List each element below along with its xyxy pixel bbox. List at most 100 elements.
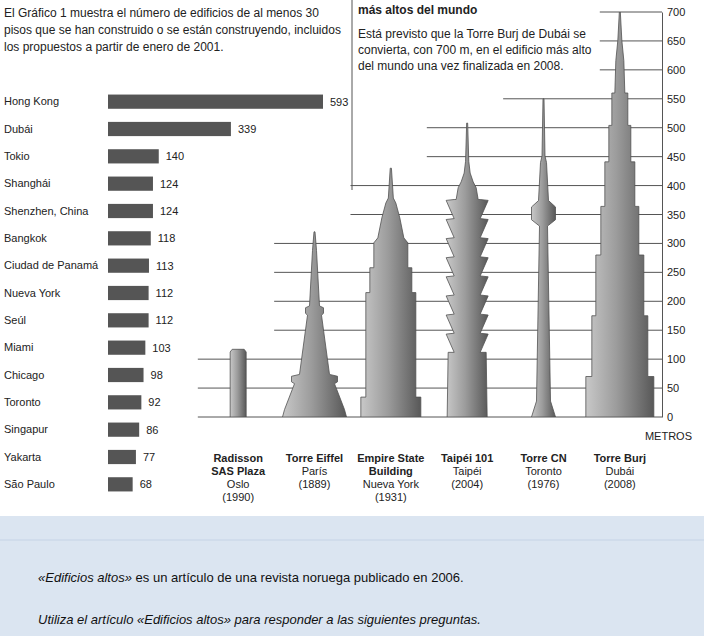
tick-label: 350: [667, 209, 685, 221]
category-year: (2008): [604, 478, 636, 490]
text-line: Taipéi 101: [441, 452, 493, 464]
bar: [108, 368, 144, 382]
tick-label: Yakarta: [4, 451, 42, 463]
buildings: [230, 12, 654, 417]
grid-line: [600, 69, 662, 70]
tick: 50: [662, 382, 679, 394]
category-label: Taipéi 101: [441, 452, 493, 464]
chart-subtitle: Está previsto que la Torre Burj de Dubái…: [358, 27, 592, 73]
chart-title: El Gráfico 1 muestra el número de edific…: [4, 6, 341, 54]
tick-label: Nueva York: [4, 287, 61, 299]
building: [283, 232, 347, 417]
tick: Chicago: [4, 369, 44, 381]
tick-label: Singapur: [4, 423, 48, 435]
tick: Dubái: [4, 123, 33, 135]
tick-label: 250: [667, 266, 685, 278]
data-label: 68: [140, 478, 152, 490]
data-labels: 5933391401241241181131121121039892867768: [140, 96, 349, 491]
grid-line: [503, 98, 662, 99]
tick: Shanghái: [4, 177, 51, 189]
tick-label: 600: [667, 64, 685, 76]
tick-label: 200: [667, 295, 685, 307]
text-line: Está previsto que la Torre Burj de Dubái…: [358, 27, 586, 41]
category-city: París: [302, 465, 328, 477]
text-line: Radisson: [213, 452, 263, 464]
tick-label: 400: [667, 180, 685, 192]
tick-label: 150: [667, 324, 685, 336]
tick-label: 700: [667, 6, 685, 18]
data-label: 124: [160, 205, 178, 217]
category-year: (1976): [528, 478, 560, 490]
bar: [108, 286, 149, 300]
tick-label: 650: [667, 35, 685, 47]
category-label: Torre Burj: [594, 452, 646, 464]
tick: 600: [662, 64, 685, 76]
text-line: Empire State: [357, 452, 424, 464]
category-year: (1990): [222, 491, 254, 503]
bar: [108, 395, 141, 409]
data-label: 593: [330, 96, 348, 108]
bar: [108, 259, 149, 273]
separator: [352, 0, 353, 190]
tick-label: 450: [667, 151, 685, 163]
text-line: SAS Plaza: [211, 465, 266, 477]
text-line: convierta, con 700 m, en el edificio más…: [358, 43, 592, 57]
text-line: Torre Burj: [594, 452, 646, 464]
tick: 650: [662, 35, 685, 47]
building: [586, 12, 654, 417]
data-label: 112: [156, 287, 174, 299]
building: [230, 349, 246, 417]
data-label: 113: [156, 260, 174, 272]
text-line: los propuestos a partir de enero de 2001…: [4, 40, 223, 54]
tick: Nueva York: [4, 287, 61, 299]
tick: Tokio: [4, 150, 30, 162]
text-line: del mundo una vez finalizada en 2008.: [358, 59, 563, 73]
footer-text-part: es un artículo de una revista noruega pu…: [132, 570, 464, 585]
tick: Ciudad de Panamá: [4, 259, 99, 271]
data-label: 140: [166, 150, 184, 162]
building: [361, 168, 421, 417]
tick-label: Toronto: [4, 396, 41, 408]
text-line: Building: [369, 465, 413, 477]
chart-title: más altos del mundo: [358, 3, 477, 17]
tick-label: Dubái: [4, 123, 33, 135]
data-label: 77: [143, 451, 155, 463]
bar: [108, 313, 149, 327]
tick: 150: [662, 324, 685, 336]
data-label: 118: [158, 232, 176, 244]
data-label: 98: [151, 369, 163, 381]
tick-label: 550: [667, 93, 685, 105]
tick-label: Miami: [4, 341, 33, 353]
data-label: 103: [152, 342, 170, 354]
footer-text: «Edificios altos» es un artículo de una …: [38, 570, 464, 585]
category-city: Nueva York: [363, 478, 420, 490]
axis-line: [662, 13, 663, 418]
page: El Gráfico 1 muestra el número de edific…: [0, 0, 704, 636]
tick-label: 100: [667, 353, 685, 365]
category-label: Torre Eiffel: [286, 452, 343, 464]
tick-label: Ciudad de Panamá: [4, 259, 99, 271]
data-label: 86: [146, 424, 158, 436]
text-line: Torre CN: [520, 452, 566, 464]
tick: 250: [662, 266, 685, 278]
category-city: Taipéi: [453, 465, 482, 477]
tick: 100: [662, 353, 685, 365]
text-line: Torre Eiffel: [286, 452, 343, 464]
tick: Bangkok: [4, 232, 47, 244]
tick-label: Shanghái: [4, 177, 51, 189]
tick: 550: [662, 93, 685, 105]
text-line: El Gráfico 1 muestra el número de edific…: [4, 6, 319, 20]
footer: «Edificios altos» es un artículo de una …: [0, 516, 704, 636]
text-line: pisos que se han construido o se están c…: [4, 23, 341, 37]
tick-label: 50: [667, 382, 679, 394]
tick: 700: [662, 6, 685, 18]
tick: Toronto: [4, 396, 41, 408]
bar: [108, 477, 133, 491]
tick: Seúl: [4, 314, 26, 326]
category-city: Oslo: [227, 478, 250, 490]
category-axis: Hong KongDubáiTokioShangháiShenzhen, Chi…: [4, 95, 99, 490]
tick-label: Shenzhen, China: [4, 205, 89, 217]
category-label: RadissonSAS Plaza: [211, 452, 266, 477]
bar: [108, 177, 153, 191]
tick: 500: [662, 122, 685, 134]
